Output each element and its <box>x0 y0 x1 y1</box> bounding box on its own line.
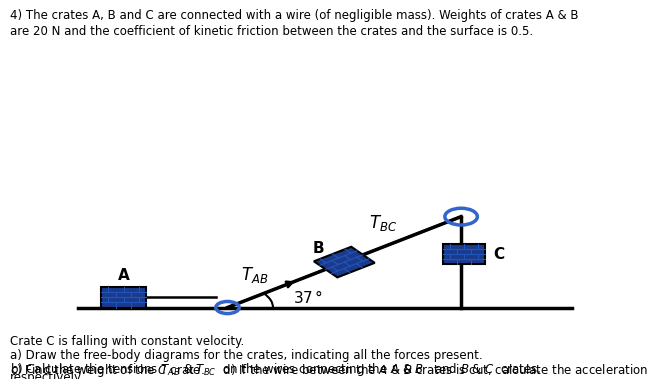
Text: 4) The crates A, B and C are connected with a wire (of negligible mass). Weights: 4) The crates A, B and C are connected w… <box>10 9 578 22</box>
Text: C: C <box>493 247 504 262</box>
Text: $T_{BC}$: $T_{BC}$ <box>369 213 397 233</box>
Text: Crate C is falling with constant velocity.: Crate C is falling with constant velocit… <box>10 335 244 348</box>
Text: respectively.: respectively. <box>10 371 84 379</box>
Bar <box>314 247 374 277</box>
Text: $T_{AB}$: $T_{AB}$ <box>241 265 268 285</box>
Text: $37\,°$: $37\,°$ <box>292 289 322 306</box>
Text: a) Draw the free-body diagrams for the crates, indicating all the forces present: a) Draw the free-body diagrams for the c… <box>10 349 482 362</box>
Text: A: A <box>118 268 129 283</box>
Bar <box>101 287 146 307</box>
Bar <box>443 244 486 264</box>
Text: b) Calculate the tensions $T_{AB}$ & $T_{BC}$  on the wires connecting the $A$ &: b) Calculate the tensions $T_{AB}$ & $T_… <box>10 361 541 378</box>
Text: are 20 N and the coefficient of kinetic friction between the crates and the surf: are 20 N and the coefficient of kinetic … <box>10 25 533 38</box>
Text: c) Find the weight of the $C$ crate.     d) If the wire between the $A$ & $B$ cr: c) Find the weight of the $C$ crate. d) … <box>10 362 650 379</box>
Text: B: B <box>313 241 324 256</box>
